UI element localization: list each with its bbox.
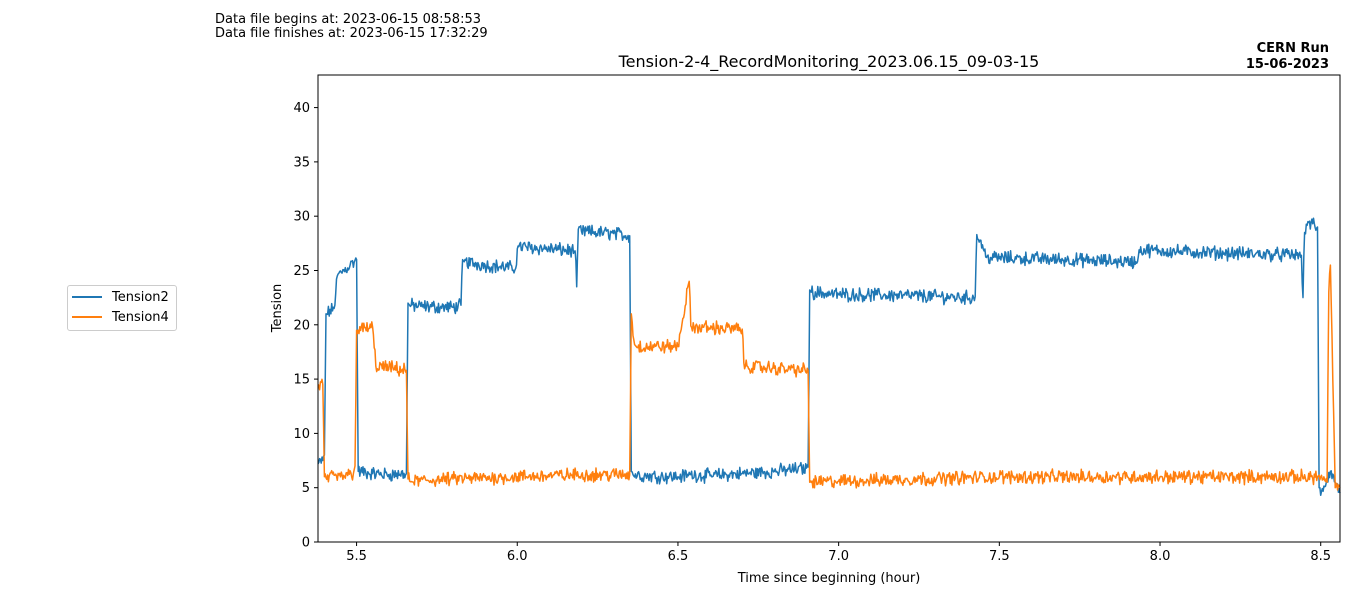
- series-layer: [317, 217, 1341, 497]
- y-tick-label: 25: [293, 264, 310, 279]
- data-begin-text: Data file begins at: 2023-06-15 08:58:53: [215, 12, 482, 27]
- y-axis: 0 5 10 15 20 25 30 35 40: [293, 101, 318, 551]
- x-axis-label: Time since beginning (hour): [737, 571, 921, 586]
- legend-label-tension2: Tension2: [112, 290, 169, 305]
- legend-label-tension4: Tension4: [112, 310, 169, 325]
- x-tick-label: 8.5: [1310, 549, 1331, 564]
- y-tick-label: 10: [293, 427, 310, 442]
- x-tick-label: 8.0: [1150, 549, 1171, 564]
- legend-swatch-tension4: [72, 315, 102, 318]
- x-tick-label: 6.0: [507, 549, 528, 564]
- x-tick-label: 7.0: [828, 549, 849, 564]
- x-axis: 5.5 6.0 6.5 7.0 7.5 8.0 8.5: [346, 542, 1331, 564]
- legend-swatch-tension2: [72, 295, 102, 298]
- plot-frame: [317, 74, 1341, 543]
- legend: Tension2 Tension4: [67, 285, 177, 331]
- y-tick-label: 40: [293, 101, 310, 116]
- y-tick-label: 0: [302, 536, 310, 551]
- chart-title: Tension-2-4_RecordMonitoring_2023.06.15_…: [618, 52, 1040, 72]
- series-line-tension2: [317, 217, 1341, 497]
- legend-item-tension2: Tension2: [72, 289, 169, 307]
- x-tick-label: 7.5: [989, 549, 1010, 564]
- y-tick-label: 20: [293, 318, 310, 333]
- legend-item-tension4: Tension4: [72, 309, 169, 327]
- series-line-tension4: [317, 264, 1341, 491]
- run-date: 15-06-2023: [1245, 57, 1329, 72]
- y-axis-label: Tension: [270, 284, 285, 334]
- x-tick-label: 5.5: [346, 549, 367, 564]
- y-tick-label: 30: [293, 210, 310, 225]
- x-tick-label: 6.5: [668, 549, 689, 564]
- y-tick-label: 5: [302, 481, 310, 496]
- run-name: CERN Run: [1256, 41, 1329, 56]
- y-tick-label: 15: [293, 373, 310, 388]
- y-tick-label: 35: [293, 155, 310, 170]
- data-finish-text: Data file finishes at: 2023-06-15 17:32:…: [215, 26, 488, 41]
